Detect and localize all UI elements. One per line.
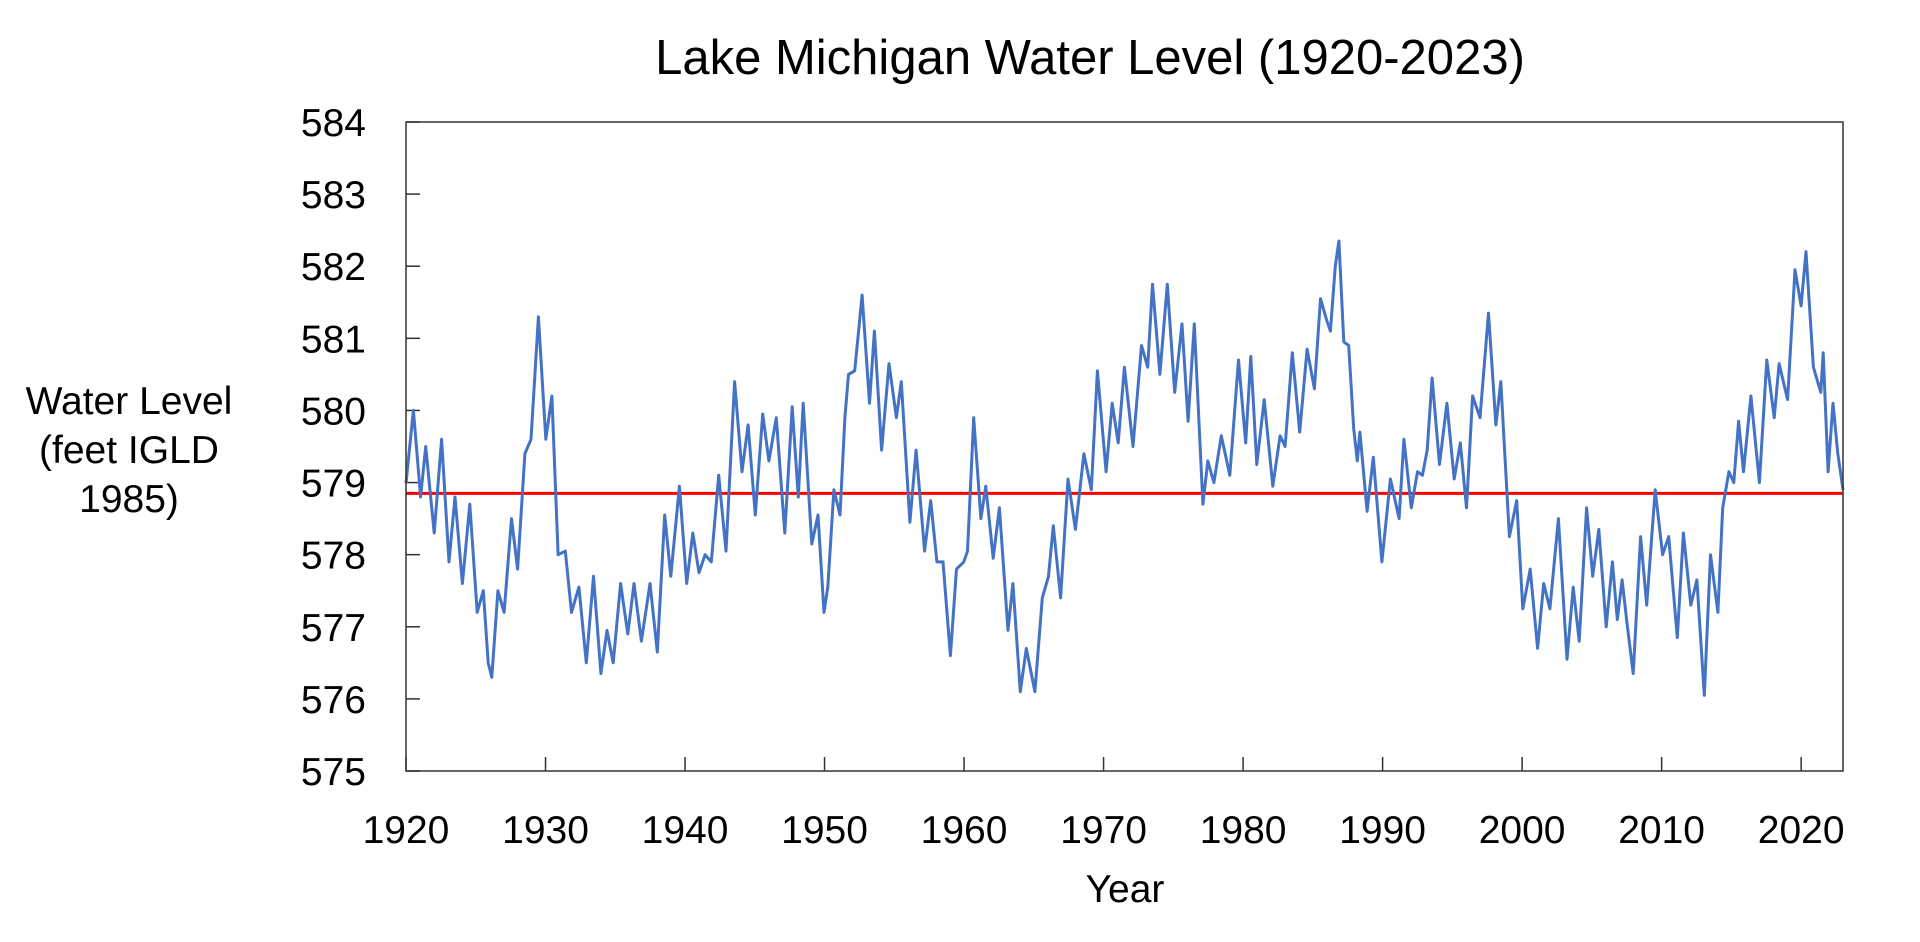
y-tick-label: 577 (301, 607, 366, 650)
y-tick-label: 575 (301, 751, 366, 794)
x-tick-label: 1950 (781, 809, 868, 852)
y-tick-label: 582 (301, 246, 366, 289)
axis-ticks: 575 576 577 578 579 580 581 582 583 584 1920 1930 19… (301, 102, 1845, 852)
plot-area-frame (405, 121, 1844, 772)
x-axis-label: Year (1086, 868, 1165, 911)
y-tick-label: 584 (301, 102, 366, 145)
y-tick-label: 580 (301, 390, 366, 433)
y-axis-label-line-2: (feet IGLD (39, 429, 219, 472)
y-tick-label: 578 (301, 535, 366, 578)
y-axis-label: Water Level (feet IGLD 1985) (26, 380, 233, 521)
x-tick-label: 1940 (642, 809, 729, 852)
y-tick-label: 583 (301, 174, 366, 217)
x-tick-label: 1920 (363, 809, 450, 852)
y-tick-label: 576 (301, 679, 366, 722)
x-tick-label: 1960 (921, 809, 1008, 852)
water-level-series-line (404, 239, 1845, 697)
chart-title: Lake Michigan Water Level (1920-2023) (655, 31, 1525, 85)
x-tick-label: 1980 (1200, 809, 1287, 852)
x-tick-label: 2010 (1618, 809, 1705, 852)
y-tick-label: 579 (301, 463, 366, 506)
series-group (404, 239, 1845, 697)
y-tick-label: 581 (301, 318, 366, 361)
y-axis-label-line-3: 1985) (79, 478, 179, 521)
x-tick-label: 1970 (1060, 809, 1147, 852)
x-tick-label: 1930 (502, 809, 589, 852)
x-tick-label: 1990 (1339, 809, 1426, 852)
x-tick-label: 2020 (1758, 809, 1845, 852)
x-tick-label: 2000 (1479, 809, 1566, 852)
y-axis-label-line-1: Water Level (26, 380, 233, 423)
